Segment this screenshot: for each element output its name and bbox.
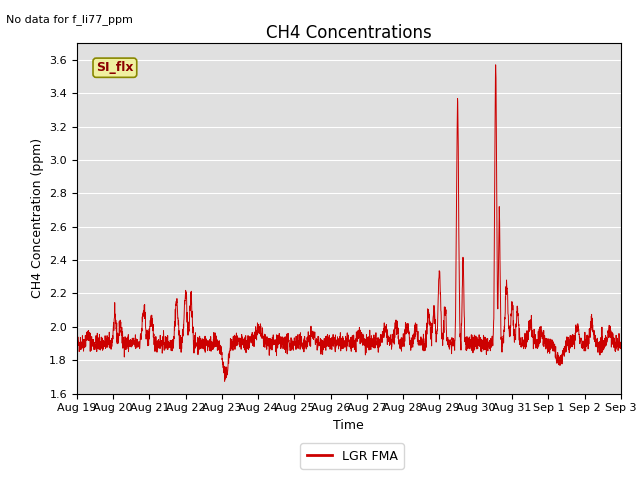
Y-axis label: CH4 Concentration (ppm): CH4 Concentration (ppm) xyxy=(31,138,44,299)
Legend: LGR FMA: LGR FMA xyxy=(300,444,404,469)
X-axis label: Time: Time xyxy=(333,419,364,432)
Title: CH4 Concentrations: CH4 Concentrations xyxy=(266,24,431,42)
Text: No data for f_li77_ppm: No data for f_li77_ppm xyxy=(6,14,133,25)
Text: SI_flx: SI_flx xyxy=(96,61,134,74)
